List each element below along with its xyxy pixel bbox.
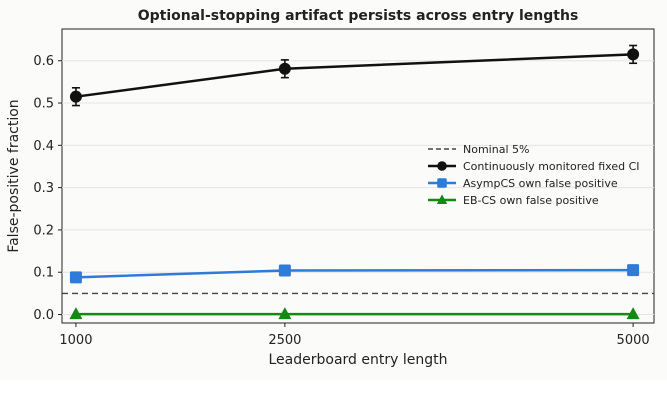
data-point (278, 62, 291, 75)
x-tick-label: 1000 (59, 333, 92, 348)
y-tick-label: 0.5 (33, 97, 54, 112)
data-point (69, 307, 83, 320)
legend-label: Continuously monitored fixed CI (463, 160, 640, 173)
y-ticks: 0.0 0.1 0.2 0.3 0.4 0.5 0.6 (33, 54, 62, 323)
y-tick-label: 0.1 (33, 266, 54, 281)
y-tick-label: 0.3 (33, 181, 54, 196)
x-axis-label: Leaderboard entry length (269, 352, 448, 368)
legend-item: Continuously monitored fixed CI (428, 160, 640, 173)
legend-item: AsympCS own false positive (428, 177, 618, 190)
legend-label: EB-CS own false positive (463, 194, 599, 207)
data-point (69, 90, 82, 103)
data-point (278, 307, 292, 320)
legend: Nominal 5% Continuously monitored fixed C… (428, 143, 640, 207)
data-point (278, 264, 291, 277)
y-tick-label: 0.0 (33, 308, 54, 323)
legend-item: Nominal 5% (428, 143, 529, 156)
legend-item: EB-CS own false positive (428, 194, 599, 207)
y-tick-label: 0.4 (33, 139, 54, 154)
legend-marker (436, 194, 448, 204)
chart-title: Optional-stopping artifact persists acro… (138, 8, 579, 24)
series-group (69, 44, 640, 320)
x-tick-label: 5000 (617, 333, 650, 348)
data-point (626, 307, 640, 320)
legend-label: Nominal 5% (463, 143, 529, 156)
x-tick-label: 2500 (268, 333, 301, 348)
y-tick-label: 0.2 (33, 223, 54, 238)
data-point (69, 271, 82, 284)
plot-area (61, 28, 655, 324)
series-1 (69, 44, 640, 107)
data-point (627, 48, 640, 61)
legend-marker (437, 161, 447, 171)
data-point (627, 264, 640, 277)
x-ticks: 1000 2500 5000 (59, 323, 650, 348)
y-tick-label: 0.6 (33, 54, 54, 69)
series-3 (69, 307, 640, 320)
legend-marker (437, 178, 447, 188)
legend-label: AsympCS own false positive (463, 177, 618, 190)
y-axis-label: False-positive fraction (6, 99, 22, 252)
series-2 (69, 264, 640, 284)
